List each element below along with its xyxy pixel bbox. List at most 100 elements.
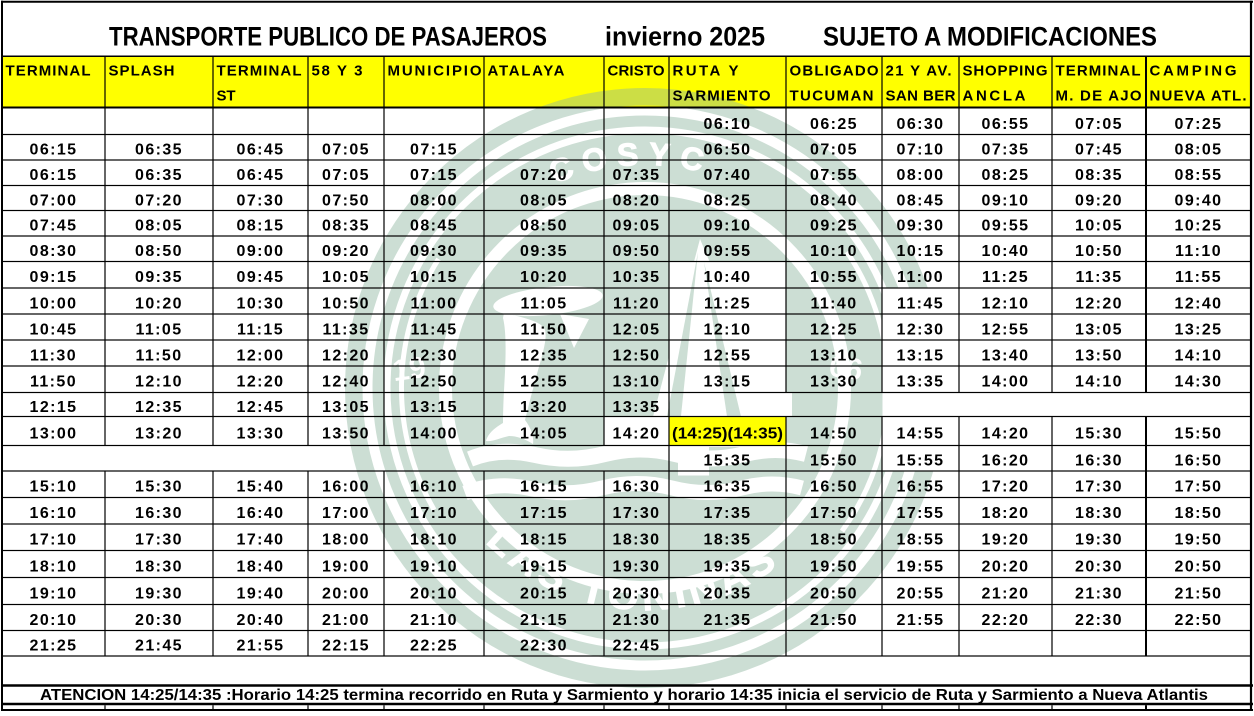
svg-text:20:55: 20:55: [897, 586, 945, 603]
svg-text:17:00: 17:00: [322, 505, 370, 522]
svg-text:08:00: 08:00: [410, 192, 458, 209]
svg-text:09:55: 09:55: [704, 243, 752, 260]
svg-text:11:35: 11:35: [322, 321, 369, 338]
svg-text:08:05: 08:05: [135, 218, 183, 235]
svg-text:10:20: 10:20: [520, 269, 568, 286]
svg-text:12:10: 12:10: [135, 374, 183, 391]
svg-text:16:30: 16:30: [135, 505, 183, 522]
svg-text:11:30: 11:30: [30, 347, 77, 364]
svg-text:21:20: 21:20: [982, 586, 1030, 603]
svg-text:13:10: 13:10: [810, 347, 858, 364]
svg-text:10:15: 10:15: [897, 243, 945, 260]
svg-text:17:55: 17:55: [897, 505, 945, 522]
svg-text:17:15: 17:15: [520, 505, 568, 522]
svg-text:14:10: 14:10: [1175, 347, 1223, 364]
svg-text:17:30: 17:30: [613, 505, 661, 522]
svg-text:10:45: 10:45: [30, 321, 78, 338]
svg-text:07:05: 07:05: [810, 142, 858, 159]
svg-text:08:25: 08:25: [982, 167, 1030, 184]
svg-text:10:10: 10:10: [810, 243, 858, 260]
svg-text:13:20: 13:20: [135, 425, 183, 442]
svg-text:09:10: 09:10: [982, 192, 1030, 209]
svg-text:13:30: 13:30: [237, 425, 285, 442]
svg-text:06:15: 06:15: [30, 167, 78, 184]
svg-text:18:40: 18:40: [237, 559, 285, 576]
svg-text:11:10: 11:10: [1175, 243, 1222, 260]
svg-text:08:50: 08:50: [135, 243, 183, 260]
svg-text:09:30: 09:30: [897, 218, 945, 235]
svg-text:08:25: 08:25: [704, 192, 752, 209]
svg-text:12:10: 12:10: [704, 321, 752, 338]
svg-text:07:10: 07:10: [897, 142, 945, 159]
svg-text:12:50: 12:50: [410, 374, 458, 391]
svg-text:10:40: 10:40: [982, 243, 1030, 260]
svg-text:21:10: 21:10: [410, 612, 458, 629]
svg-text:TUCUMAN: TUCUMAN: [790, 88, 874, 105]
svg-text:22:15: 22:15: [322, 638, 370, 655]
svg-text:18:15: 18:15: [520, 532, 568, 549]
svg-text:20:30: 20:30: [135, 612, 183, 629]
svg-text:18:00: 18:00: [322, 532, 370, 549]
svg-text:22:30: 22:30: [1075, 612, 1123, 629]
svg-text:20:40: 20:40: [237, 612, 285, 629]
svg-text:16:50: 16:50: [1175, 453, 1223, 470]
svg-text:RUTA Y: RUTA Y: [673, 63, 739, 80]
svg-text:10:30: 10:30: [237, 295, 285, 312]
svg-text:17:10: 17:10: [410, 505, 458, 522]
svg-text:07:55: 07:55: [810, 167, 858, 184]
svg-text:14:55: 14:55: [897, 425, 945, 442]
svg-text:07:40: 07:40: [704, 167, 752, 184]
svg-text:15:30: 15:30: [1075, 425, 1123, 442]
svg-text:21:45: 21:45: [135, 638, 183, 655]
svg-text:07:35: 07:35: [613, 167, 661, 184]
svg-text:07:25: 07:25: [1175, 116, 1223, 133]
svg-text:07:05: 07:05: [1075, 116, 1123, 133]
svg-text:08:45: 08:45: [897, 192, 945, 209]
svg-text:SAN BER: SAN BER: [886, 88, 956, 105]
svg-text:58 Y 3: 58 Y 3: [312, 63, 363, 80]
svg-text:CRISTO: CRISTO: [608, 63, 665, 80]
svg-text:12:35: 12:35: [520, 347, 568, 364]
svg-text:NUEVA ATL.: NUEVA ATL.: [1150, 88, 1247, 105]
svg-text:20:50: 20:50: [810, 586, 858, 603]
svg-text:08:00: 08:00: [897, 167, 945, 184]
svg-text:20:20: 20:20: [982, 559, 1030, 576]
svg-text:10:05: 10:05: [322, 269, 370, 286]
svg-text:11:50: 11:50: [520, 321, 567, 338]
svg-text:21:15: 21:15: [520, 612, 568, 629]
svg-text:14:20: 14:20: [613, 425, 661, 442]
svg-text:17:20: 17:20: [982, 479, 1030, 496]
svg-text:11:05: 11:05: [135, 321, 182, 338]
svg-text:18:55: 18:55: [897, 532, 945, 549]
svg-text:13:15: 13:15: [897, 347, 945, 364]
svg-text:11:15: 11:15: [237, 321, 284, 338]
svg-text:16:00: 16:00: [322, 479, 370, 496]
svg-text:07:45: 07:45: [1075, 142, 1123, 159]
svg-text:13:05: 13:05: [322, 399, 370, 416]
svg-text:06:30: 06:30: [897, 116, 945, 133]
svg-text:17:30: 17:30: [1075, 479, 1123, 496]
svg-text:16:20: 16:20: [982, 453, 1030, 470]
svg-text:10:50: 10:50: [322, 295, 370, 312]
svg-text:21:55: 21:55: [897, 612, 945, 629]
svg-text:06:10: 06:10: [704, 116, 752, 133]
svg-text:22:20: 22:20: [982, 612, 1030, 629]
svg-text:11:55: 11:55: [1175, 269, 1222, 286]
svg-text:MUNICIPIO: MUNICIPIO: [388, 63, 482, 80]
svg-text:11:50: 11:50: [30, 374, 77, 391]
svg-text:17:50: 17:50: [810, 505, 858, 522]
svg-text:09:55: 09:55: [982, 218, 1030, 235]
svg-text:08:50: 08:50: [520, 218, 568, 235]
svg-text:13:35: 13:35: [897, 374, 945, 391]
svg-text:12:30: 12:30: [410, 347, 458, 364]
svg-text:07:05: 07:05: [322, 142, 370, 159]
svg-text:21:25: 21:25: [30, 638, 78, 655]
svg-text:SHOPPING: SHOPPING: [963, 63, 1048, 80]
svg-text:11:20: 11:20: [613, 295, 660, 312]
svg-text:14:00: 14:00: [410, 425, 458, 442]
svg-text:15:50: 15:50: [1175, 425, 1223, 442]
svg-text:16:10: 16:10: [30, 505, 78, 522]
svg-text:21:35: 21:35: [704, 612, 752, 629]
svg-text:19:20: 19:20: [982, 532, 1030, 549]
svg-text:19:00: 19:00: [322, 559, 370, 576]
